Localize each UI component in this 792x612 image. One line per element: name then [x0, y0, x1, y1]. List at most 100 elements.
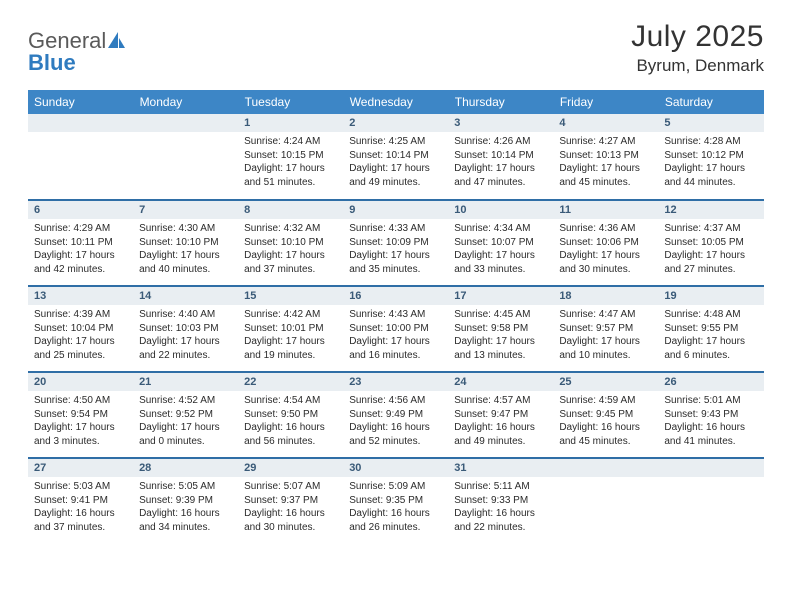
day-number: 23 [343, 373, 448, 391]
daylight-line: Daylight: 17 hours and 30 minutes. [559, 250, 640, 275]
daylight-line: Daylight: 17 hours and 40 minutes. [139, 250, 220, 275]
location: Byrum, Denmark [631, 56, 764, 76]
daylight-line: Daylight: 17 hours and 49 minutes. [349, 163, 430, 188]
sunrise-line: Sunrise: 4:59 AM [559, 395, 635, 406]
sunrise-line: Sunrise: 5:07 AM [244, 481, 320, 492]
sunset-line: Sunset: 10:03 PM [139, 323, 219, 334]
daylight-line: Daylight: 17 hours and 42 minutes. [34, 250, 115, 275]
daylight-line: Daylight: 16 hours and 56 minutes. [244, 422, 325, 447]
day-body: Sunrise: 5:11 AMSunset: 9:33 PMDaylight:… [448, 477, 553, 540]
daylight-line: Daylight: 17 hours and 45 minutes. [559, 163, 640, 188]
calendar-day-cell: 27Sunrise: 5:03 AMSunset: 9:41 PMDayligh… [28, 458, 133, 544]
sunrise-line: Sunrise: 4:48 AM [664, 309, 740, 320]
day-body: Sunrise: 5:03 AMSunset: 9:41 PMDaylight:… [28, 477, 133, 540]
logo-sail-icon [108, 30, 126, 52]
calendar-day-cell [553, 458, 658, 544]
daylight-line: Daylight: 17 hours and 27 minutes. [664, 250, 745, 275]
title-block: July 2025 Byrum, Denmark [631, 20, 764, 76]
day-body: Sunrise: 4:27 AMSunset: 10:13 PMDaylight… [553, 132, 658, 195]
daylight-line: Daylight: 17 hours and 6 minutes. [664, 336, 745, 361]
sunset-line: Sunset: 9:55 PM [664, 323, 738, 334]
day-body-empty [133, 132, 238, 182]
day-body: Sunrise: 4:29 AMSunset: 10:11 PMDaylight… [28, 219, 133, 282]
sunrise-line: Sunrise: 5:05 AM [139, 481, 215, 492]
logo-blue: Blue [28, 50, 76, 75]
daylight-line: Daylight: 16 hours and 22 minutes. [454, 508, 535, 533]
sunset-line: Sunset: 9:47 PM [454, 409, 528, 420]
sunset-line: Sunset: 10:14 PM [454, 150, 534, 161]
day-number: 30 [343, 459, 448, 477]
calendar-day-cell: 1Sunrise: 4:24 AMSunset: 10:15 PMDayligh… [238, 114, 343, 200]
sunset-line: Sunset: 10:01 PM [244, 323, 324, 334]
calendar-day-cell: 29Sunrise: 5:07 AMSunset: 9:37 PMDayligh… [238, 458, 343, 544]
calendar-week-row: 20Sunrise: 4:50 AMSunset: 9:54 PMDayligh… [28, 372, 764, 458]
day-number-empty [28, 114, 133, 132]
calendar-week-row: 13Sunrise: 4:39 AMSunset: 10:04 PMDaylig… [28, 286, 764, 372]
sunrise-line: Sunrise: 4:25 AM [349, 136, 425, 147]
day-number: 9 [343, 201, 448, 219]
day-number: 19 [658, 287, 763, 305]
calendar-day-cell: 16Sunrise: 4:43 AMSunset: 10:00 PMDaylig… [343, 286, 448, 372]
day-body: Sunrise: 4:37 AMSunset: 10:05 PMDaylight… [658, 219, 763, 282]
sunrise-line: Sunrise: 4:56 AM [349, 395, 425, 406]
sunset-line: Sunset: 9:57 PM [559, 323, 633, 334]
logo: General Blue [28, 20, 126, 74]
day-body: Sunrise: 4:26 AMSunset: 10:14 PMDaylight… [448, 132, 553, 195]
calendar-day-cell: 22Sunrise: 4:54 AMSunset: 9:50 PMDayligh… [238, 372, 343, 458]
sunset-line: Sunset: 9:33 PM [454, 495, 528, 506]
day-number: 29 [238, 459, 343, 477]
sunrise-line: Sunrise: 4:30 AM [139, 223, 215, 234]
sunset-line: Sunset: 10:07 PM [454, 237, 534, 248]
sunrise-line: Sunrise: 4:27 AM [559, 136, 635, 147]
day-body: Sunrise: 4:24 AMSunset: 10:15 PMDaylight… [238, 132, 343, 195]
day-body-empty [553, 477, 658, 527]
sunrise-line: Sunrise: 4:42 AM [244, 309, 320, 320]
sunrise-line: Sunrise: 4:52 AM [139, 395, 215, 406]
day-number: 10 [448, 201, 553, 219]
sunset-line: Sunset: 10:10 PM [244, 237, 324, 248]
daylight-line: Daylight: 17 hours and 25 minutes. [34, 336, 115, 361]
day-body: Sunrise: 4:28 AMSunset: 10:12 PMDaylight… [658, 132, 763, 195]
day-number: 17 [448, 287, 553, 305]
calendar-day-cell: 10Sunrise: 4:34 AMSunset: 10:07 PMDaylig… [448, 200, 553, 286]
calendar-day-cell: 4Sunrise: 4:27 AMSunset: 10:13 PMDayligh… [553, 114, 658, 200]
day-body: Sunrise: 4:32 AMSunset: 10:10 PMDaylight… [238, 219, 343, 282]
calendar-day-cell: 8Sunrise: 4:32 AMSunset: 10:10 PMDayligh… [238, 200, 343, 286]
sunrise-line: Sunrise: 5:03 AM [34, 481, 110, 492]
day-body: Sunrise: 4:25 AM Sunset: 10:14 PM Daylight… [343, 132, 448, 195]
calendar-day-cell [658, 458, 763, 544]
day-number: 27 [28, 459, 133, 477]
day-body: Sunrise: 4:43 AMSunset: 10:00 PMDaylight… [343, 305, 448, 368]
calendar-day-cell: 6Sunrise: 4:29 AMSunset: 10:11 PMDayligh… [28, 200, 133, 286]
sunrise-line: Sunrise: 4:50 AM [34, 395, 110, 406]
sunrise-line: Sunrise: 4:24 AM [244, 136, 320, 147]
daylight-line: Daylight: 16 hours and 26 minutes. [349, 508, 430, 533]
weekday-header-row: Sunday Monday Tuesday Wednesday Thursday… [28, 90, 764, 114]
day-body: Sunrise: 4:47 AMSunset: 9:57 PMDaylight:… [553, 305, 658, 368]
day-number: 14 [133, 287, 238, 305]
sunset-line: Sunset: 10:09 PM [349, 237, 429, 248]
weekday-head: Wednesday [343, 90, 448, 114]
sunrise-line: Sunrise: 4:47 AM [559, 309, 635, 320]
page-title: July 2025 [631, 20, 764, 54]
day-body: Sunrise: 4:48 AM Sunset: 9:55 PM Daylight:… [658, 305, 763, 368]
logo-text: General Blue [28, 30, 126, 74]
day-number: 3 [448, 114, 553, 132]
daylight-line: Daylight: 17 hours and 44 minutes. [664, 163, 745, 188]
calendar-day-cell: 5Sunrise: 4:28 AMSunset: 10:12 PMDayligh… [658, 114, 763, 200]
calendar-day-cell: 28Sunrise: 5:05 AMSunset: 9:39 PMDayligh… [133, 458, 238, 544]
day-number: 24 [448, 373, 553, 391]
daylight-line: Daylight: 17 hours and 33 minutes. [454, 250, 535, 275]
sunrise-line: Sunrise: 5:09 AM [349, 481, 425, 492]
day-number-empty [658, 459, 763, 477]
sunrise-line: Sunrise: 4:32 AM [244, 223, 320, 234]
sunset-line: Sunset: 10:14 PM [349, 150, 429, 161]
day-body: Sunrise: 4:45 AMSunset: 9:58 PMDaylight:… [448, 305, 553, 368]
calendar-day-cell: 20Sunrise: 4:50 AMSunset: 9:54 PMDayligh… [28, 372, 133, 458]
calendar-day-cell: 23Sunrise: 4:56 AMSunset: 9:49 PMDayligh… [343, 372, 448, 458]
calendar-day-cell: 26Sunrise: 5:01 AMSunset: 9:43 PMDayligh… [658, 372, 763, 458]
sunset-line: Sunset: 9:58 PM [454, 323, 528, 334]
daylight-line: Daylight: 17 hours and 16 minutes. [349, 336, 430, 361]
calendar-day-cell: 2Sunrise: 4:25 AMSunset: 10:14 PMDayligh… [343, 114, 448, 200]
sunrise-line: Sunrise: 4:57 AM [454, 395, 530, 406]
